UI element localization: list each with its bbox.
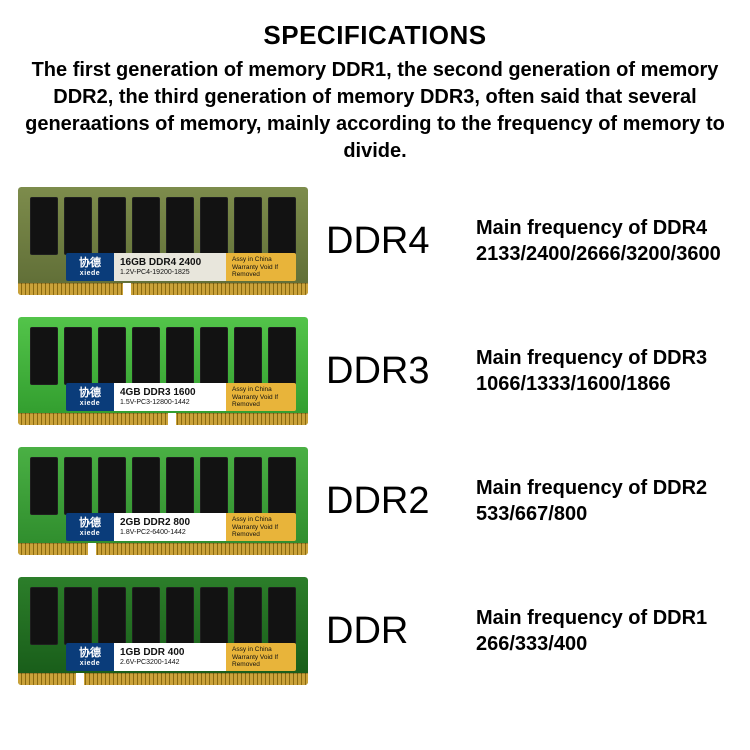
ram-module: 协德xiede1GB DDR 4002.6V-PC3200-1442Assy i…: [18, 577, 308, 685]
page-title: SPECIFICATIONS: [18, 20, 732, 51]
page-subtitle: The first generation of memory DDR1, the…: [18, 57, 732, 165]
memory-row: 协德xiede2GB DDR2 8001.8V-PC2-6400-1442Ass…: [18, 447, 732, 555]
memory-rows: 协德xiede16GB DDR4 24001.2V-PC4-19200-1825…: [18, 187, 732, 685]
ddr-frequency-description: Main frequency of DDR1266/333/400: [476, 605, 732, 657]
ddr-type-label: DDR3: [326, 350, 458, 393]
ram-label: 协德xiede16GB DDR4 24001.2V-PC4-19200-1825…: [66, 253, 296, 281]
ddr-frequency-description: Main frequency of DDR42133/2400/2666/320…: [476, 215, 732, 267]
ram-label: 协德xiede2GB DDR2 8001.8V-PC2-6400-1442Ass…: [66, 513, 296, 541]
ram-module: 协德xiede2GB DDR2 8001.8V-PC2-6400-1442Ass…: [18, 447, 308, 555]
ram-label: 协德xiede1GB DDR 4002.6V-PC3200-1442Assy i…: [66, 643, 296, 671]
ram-label: 协德xiede4GB DDR3 16001.5V-PC3-12800-1442A…: [66, 383, 296, 411]
ddr-type-label: DDR4: [326, 220, 458, 263]
ram-module: 协德xiede4GB DDR3 16001.5V-PC3-12800-1442A…: [18, 317, 308, 425]
memory-row: 协德xiede16GB DDR4 24001.2V-PC4-19200-1825…: [18, 187, 732, 295]
ddr-frequency-description: Main frequency of DDR2533/667/800: [476, 475, 732, 527]
memory-row: 协德xiede1GB DDR 4002.6V-PC3200-1442Assy i…: [18, 577, 732, 685]
ddr-type-label: DDR: [326, 610, 458, 653]
ddr-type-label: DDR2: [326, 480, 458, 523]
ram-module: 协德xiede16GB DDR4 24001.2V-PC4-19200-1825…: [18, 187, 308, 295]
ddr-frequency-description: Main frequency of DDR31066/1333/1600/186…: [476, 345, 732, 397]
memory-row: 协德xiede4GB DDR3 16001.5V-PC3-12800-1442A…: [18, 317, 732, 425]
